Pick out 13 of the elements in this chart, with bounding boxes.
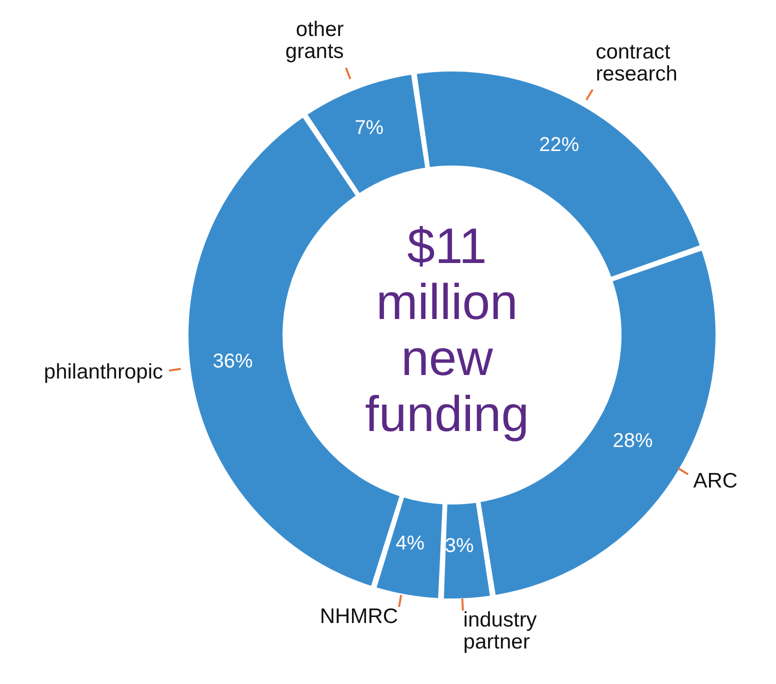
data-label: 36% [212, 350, 253, 372]
data-label: 28% [612, 430, 653, 452]
data-label: 22% [539, 134, 580, 156]
slice-label: philanthropic [44, 360, 164, 384]
data-label: 7% [354, 116, 384, 139]
slice-label: industry partner [463, 608, 538, 654]
text: $11 million new funding [364, 218, 530, 442]
slice-label: contract research [596, 40, 678, 86]
slice-label: other grants [285, 18, 344, 64]
slice-label: ARC [693, 469, 738, 492]
data-label: 3% [444, 535, 474, 558]
slice-label: NHMRC [320, 604, 398, 628]
data-label: 4% [396, 532, 425, 554]
